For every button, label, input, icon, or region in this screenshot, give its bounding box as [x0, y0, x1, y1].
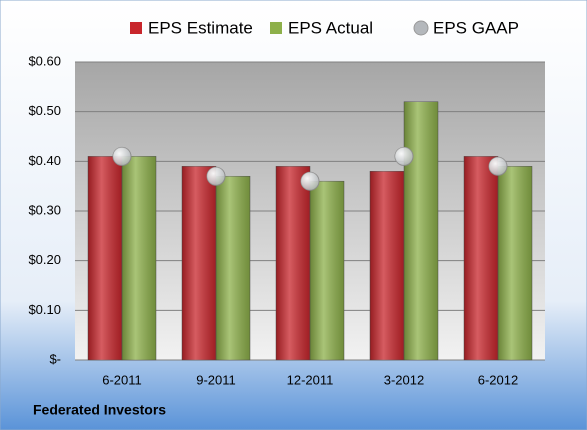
bar-shine: [310, 181, 344, 360]
x-tick-label: 6-2012: [478, 372, 518, 387]
footer: Federated Investors: [33, 402, 166, 418]
gaap-marker-shine: [489, 157, 507, 176]
bar-shine: [404, 101, 438, 360]
x-tick-label: 12-2011: [287, 372, 334, 387]
bar-shine: [498, 166, 532, 360]
gaap-marker-shine: [113, 147, 131, 166]
gaap-marker-shine: [207, 167, 225, 186]
bar-shine: [216, 176, 250, 360]
legend-label: EPS GAAP: [433, 18, 519, 37]
x-tick-label: 3-2012: [384, 372, 424, 387]
bar-shine: [88, 156, 122, 360]
legend-label: EPS Estimate: [148, 18, 253, 37]
x-tick-label: 9-2011: [196, 372, 236, 387]
gaap-marker-shine: [301, 172, 319, 191]
legend-label: EPS Actual: [288, 18, 373, 37]
legend-marker: [413, 20, 429, 36]
bar-shine: [464, 156, 498, 360]
y-tick-label: $0.40: [28, 153, 61, 168]
y-tick-label: $0.10: [28, 302, 61, 317]
bar-shine: [182, 166, 216, 360]
y-tick-label: $-: [49, 351, 61, 366]
y-tick-label: $0.50: [28, 103, 61, 118]
x-tick-label: 6-2011: [102, 372, 142, 387]
legend-marker: [270, 22, 282, 34]
y-tick-label: $0.30: [28, 202, 61, 217]
gaap-marker-shine: [395, 147, 413, 166]
bar-shine: [122, 156, 156, 360]
y-tick-label: $0.60: [28, 53, 61, 68]
bar-shine: [276, 166, 310, 360]
y-tick-label: $0.20: [28, 252, 61, 267]
legend-marker: [130, 22, 142, 34]
bar-shine: [370, 171, 404, 360]
